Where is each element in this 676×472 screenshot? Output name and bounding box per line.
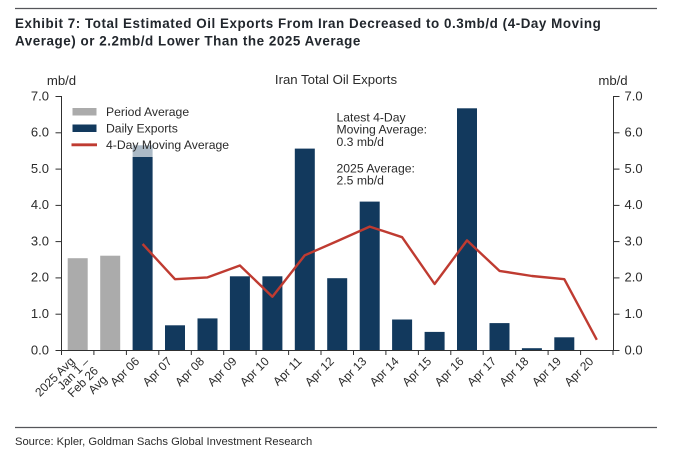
svg-text:Source: Kpler, Goldman Sachs G: Source: Kpler, Goldman Sachs Global Inve… — [15, 436, 312, 448]
svg-text:mb/d: mb/d — [47, 73, 76, 88]
svg-text:4.0: 4.0 — [31, 197, 49, 212]
svg-text:mb/d: mb/d — [598, 73, 627, 88]
svg-text:Daily Exports: Daily Exports — [106, 121, 178, 135]
svg-text:0.3 mb/d: 0.3 mb/d — [337, 135, 384, 149]
svg-text:4-Day Moving Average: 4-Day Moving Average — [106, 138, 229, 152]
svg-text:7.0: 7.0 — [625, 88, 643, 103]
svg-text:Period Average: Period Average — [106, 105, 189, 119]
svg-text:1.0: 1.0 — [625, 306, 643, 321]
svg-text:3.0: 3.0 — [31, 233, 49, 248]
svg-text:0.0: 0.0 — [625, 342, 643, 357]
svg-text:3.0: 3.0 — [625, 233, 643, 248]
svg-text:2.0: 2.0 — [625, 270, 643, 285]
svg-text:2.5 mb/d: 2.5 mb/d — [337, 174, 384, 188]
svg-text:6.0: 6.0 — [625, 125, 643, 140]
svg-text:1.0: 1.0 — [31, 306, 49, 321]
svg-text:5.0: 5.0 — [31, 161, 49, 176]
svg-text:Iran Total Oil Exports: Iran Total Oil Exports — [275, 72, 398, 87]
svg-text:0.0: 0.0 — [31, 342, 49, 357]
svg-text:Exhibit 7: Total Estimated Oil: Exhibit 7: Total Estimated Oil Exports F… — [15, 16, 601, 31]
svg-text:Moving Average:: Moving Average: — [337, 123, 428, 137]
svg-text:4.0: 4.0 — [625, 197, 643, 212]
svg-text:7.0: 7.0 — [31, 88, 49, 103]
svg-text:2.0: 2.0 — [31, 270, 49, 285]
svg-text:Latest 4-Day: Latest 4-Day — [337, 111, 407, 125]
svg-text:6.0: 6.0 — [31, 125, 49, 140]
svg-text:2025 Average:: 2025 Average: — [337, 162, 415, 176]
svg-text:Average) or 2.2mb/d Lower Than: Average) or 2.2mb/d Lower Than the 2025 … — [15, 34, 361, 49]
svg-text:5.0: 5.0 — [625, 161, 643, 176]
